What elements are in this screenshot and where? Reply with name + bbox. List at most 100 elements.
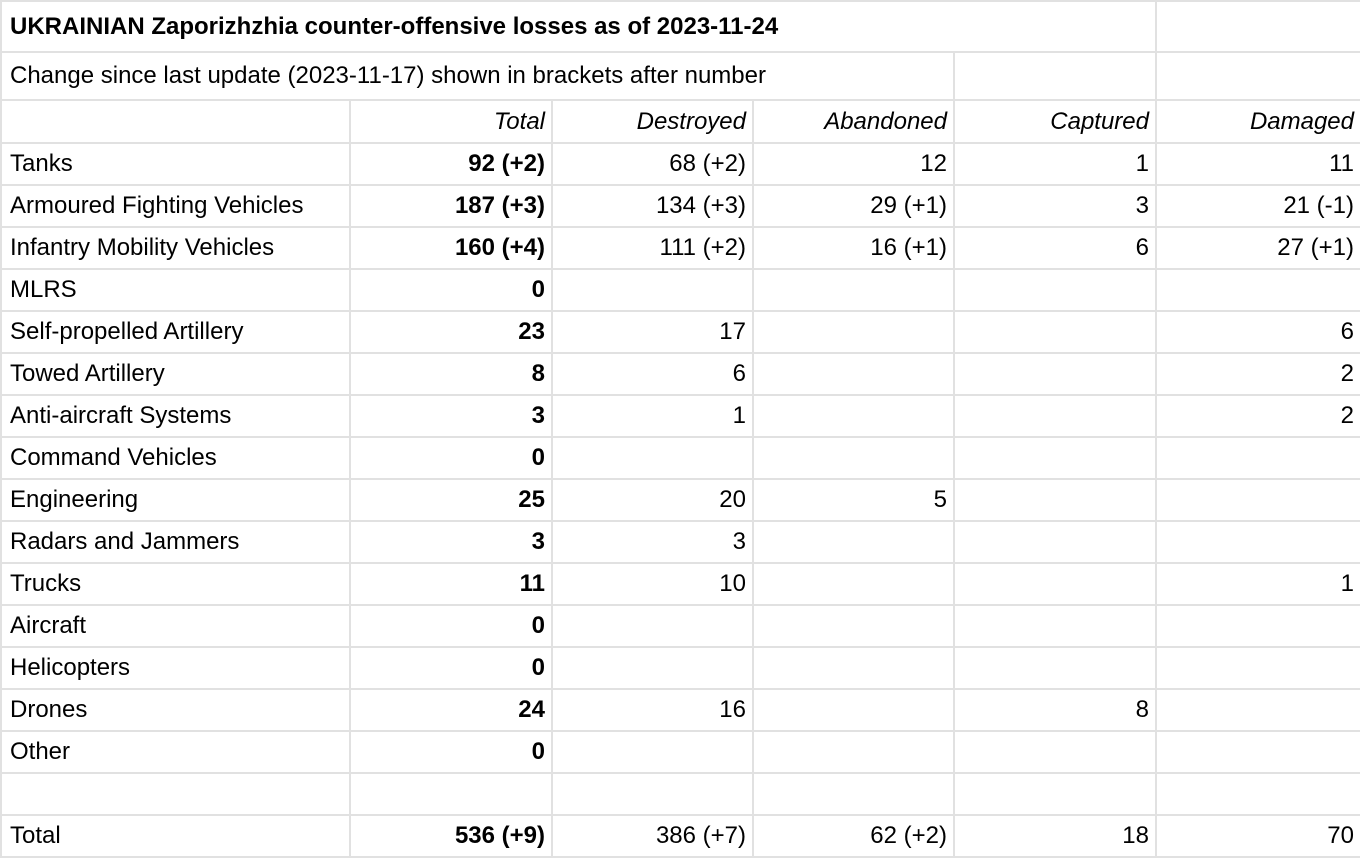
cell-destroyed[interactable]: 17 bbox=[551, 310, 754, 354]
row-label[interactable]: Aircraft bbox=[0, 604, 351, 648]
cell-total[interactable]: 23 bbox=[349, 310, 553, 354]
cell-damaged[interactable] bbox=[1155, 478, 1360, 522]
cell-destroyed[interactable]: 10 bbox=[551, 562, 754, 606]
cell-captured[interactable] bbox=[953, 478, 1157, 522]
cell-total[interactable]: 187 (+3) bbox=[349, 184, 553, 228]
cell-destroyed[interactable] bbox=[551, 436, 754, 480]
cell-total[interactable]: 25 bbox=[349, 478, 553, 522]
cell-captured[interactable] bbox=[953, 604, 1157, 648]
row-label[interactable]: Other bbox=[0, 730, 351, 774]
cell-total[interactable]: 3 bbox=[349, 394, 553, 438]
cell-abandoned[interactable] bbox=[752, 772, 955, 816]
cell-total[interactable]: 3 bbox=[349, 520, 553, 564]
cell-damaged[interactable]: 11 bbox=[1155, 142, 1360, 186]
cell-abandoned[interactable] bbox=[752, 604, 955, 648]
cell-destroyed[interactable]: 134 (+3) bbox=[551, 184, 754, 228]
row-label[interactable]: Helicopters bbox=[0, 646, 351, 690]
column-header-destroyed[interactable]: Destroyed bbox=[551, 99, 754, 144]
row-label[interactable]: Armoured Fighting Vehicles bbox=[0, 184, 351, 228]
cell-total[interactable]: 92 (+2) bbox=[349, 142, 553, 186]
cell-destroyed[interactable]: 386 (+7) bbox=[551, 814, 754, 858]
empty-cell[interactable] bbox=[0, 99, 351, 144]
row-label[interactable]: Towed Artillery bbox=[0, 352, 351, 396]
cell-abandoned[interactable] bbox=[752, 562, 955, 606]
empty-cell[interactable] bbox=[953, 51, 1157, 101]
cell-destroyed[interactable]: 20 bbox=[551, 478, 754, 522]
cell-destroyed[interactable] bbox=[551, 268, 754, 312]
column-header-total[interactable]: Total bbox=[349, 99, 553, 144]
cell-abandoned[interactable] bbox=[752, 436, 955, 480]
row-label[interactable]: MLRS bbox=[0, 268, 351, 312]
cell-damaged[interactable]: 27 (+1) bbox=[1155, 226, 1360, 270]
cell-destroyed[interactable]: 6 bbox=[551, 352, 754, 396]
cell-abandoned[interactable]: 16 (+1) bbox=[752, 226, 955, 270]
row-label[interactable]: Infantry Mobility Vehicles bbox=[0, 226, 351, 270]
row-label[interactable]: Engineering bbox=[0, 478, 351, 522]
cell-damaged[interactable]: 6 bbox=[1155, 310, 1360, 354]
cell-captured[interactable] bbox=[953, 646, 1157, 690]
cell-destroyed[interactable] bbox=[551, 730, 754, 774]
cell-destroyed[interactable] bbox=[551, 604, 754, 648]
cell-captured[interactable] bbox=[953, 310, 1157, 354]
cell-damaged[interactable] bbox=[1155, 436, 1360, 480]
cell-abandoned[interactable] bbox=[752, 730, 955, 774]
cell-total[interactable]: 536 (+9) bbox=[349, 814, 553, 858]
empty-cell[interactable] bbox=[1155, 51, 1360, 101]
column-header-captured[interactable]: Captured bbox=[953, 99, 1157, 144]
cell-total[interactable]: 160 (+4) bbox=[349, 226, 553, 270]
cell-destroyed[interactable]: 111 (+2) bbox=[551, 226, 754, 270]
cell-captured[interactable]: 3 bbox=[953, 184, 1157, 228]
row-label[interactable]: Anti-aircraft Systems bbox=[0, 394, 351, 438]
cell-total[interactable]: 11 bbox=[349, 562, 553, 606]
cell-captured[interactable] bbox=[953, 394, 1157, 438]
cell-damaged[interactable] bbox=[1155, 772, 1360, 816]
cell-total[interactable]: 0 bbox=[349, 730, 553, 774]
row-label[interactable]: Radars and Jammers bbox=[0, 520, 351, 564]
cell-abandoned[interactable] bbox=[752, 646, 955, 690]
cell-destroyed[interactable]: 3 bbox=[551, 520, 754, 564]
cell-total[interactable]: 8 bbox=[349, 352, 553, 396]
cell-captured[interactable] bbox=[953, 562, 1157, 606]
cell-abandoned[interactable] bbox=[752, 310, 955, 354]
cell-damaged[interactable]: 70 bbox=[1155, 814, 1360, 858]
cell-destroyed[interactable] bbox=[551, 646, 754, 690]
cell-captured[interactable] bbox=[953, 352, 1157, 396]
cell-damaged[interactable] bbox=[1155, 268, 1360, 312]
cell-damaged[interactable]: 2 bbox=[1155, 394, 1360, 438]
row-label[interactable]: Command Vehicles bbox=[0, 436, 351, 480]
cell-captured[interactable] bbox=[953, 730, 1157, 774]
cell-destroyed[interactable]: 16 bbox=[551, 688, 754, 732]
cell-abandoned[interactable] bbox=[752, 520, 955, 564]
cell-damaged[interactable] bbox=[1155, 604, 1360, 648]
row-label[interactable]: Tanks bbox=[0, 142, 351, 186]
empty-cell[interactable] bbox=[1155, 0, 1360, 53]
cell-captured[interactable] bbox=[953, 772, 1157, 816]
row-label[interactable]: Total bbox=[0, 814, 351, 858]
row-label[interactable]: Drones bbox=[0, 688, 351, 732]
cell-total[interactable] bbox=[349, 772, 553, 816]
cell-damaged[interactable] bbox=[1155, 646, 1360, 690]
cell-destroyed[interactable]: 1 bbox=[551, 394, 754, 438]
cell-abandoned[interactable]: 62 (+2) bbox=[752, 814, 955, 858]
cell-damaged[interactable] bbox=[1155, 520, 1360, 564]
cell-total[interactable]: 0 bbox=[349, 436, 553, 480]
row-label[interactable] bbox=[0, 772, 351, 816]
cell-abandoned[interactable]: 5 bbox=[752, 478, 955, 522]
cell-abandoned[interactable] bbox=[752, 688, 955, 732]
column-header-damaged[interactable]: Damaged bbox=[1155, 99, 1360, 144]
cell-total[interactable]: 0 bbox=[349, 604, 553, 648]
column-header-abandoned[interactable]: Abandoned bbox=[752, 99, 955, 144]
cell-total[interactable]: 24 bbox=[349, 688, 553, 732]
row-label[interactable]: Trucks bbox=[0, 562, 351, 606]
cell-captured[interactable] bbox=[953, 436, 1157, 480]
cell-damaged[interactable] bbox=[1155, 688, 1360, 732]
cell-damaged[interactable]: 21 (-1) bbox=[1155, 184, 1360, 228]
cell-captured[interactable] bbox=[953, 268, 1157, 312]
cell-captured[interactable]: 6 bbox=[953, 226, 1157, 270]
cell-captured[interactable]: 18 bbox=[953, 814, 1157, 858]
cell-captured[interactable]: 1 bbox=[953, 142, 1157, 186]
cell-captured[interactable]: 8 bbox=[953, 688, 1157, 732]
cell-abandoned[interactable] bbox=[752, 268, 955, 312]
cell-abandoned[interactable] bbox=[752, 352, 955, 396]
cell-abandoned[interactable]: 12 bbox=[752, 142, 955, 186]
